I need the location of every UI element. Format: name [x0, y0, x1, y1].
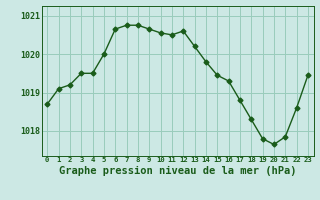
X-axis label: Graphe pression niveau de la mer (hPa): Graphe pression niveau de la mer (hPa) [59, 166, 296, 176]
